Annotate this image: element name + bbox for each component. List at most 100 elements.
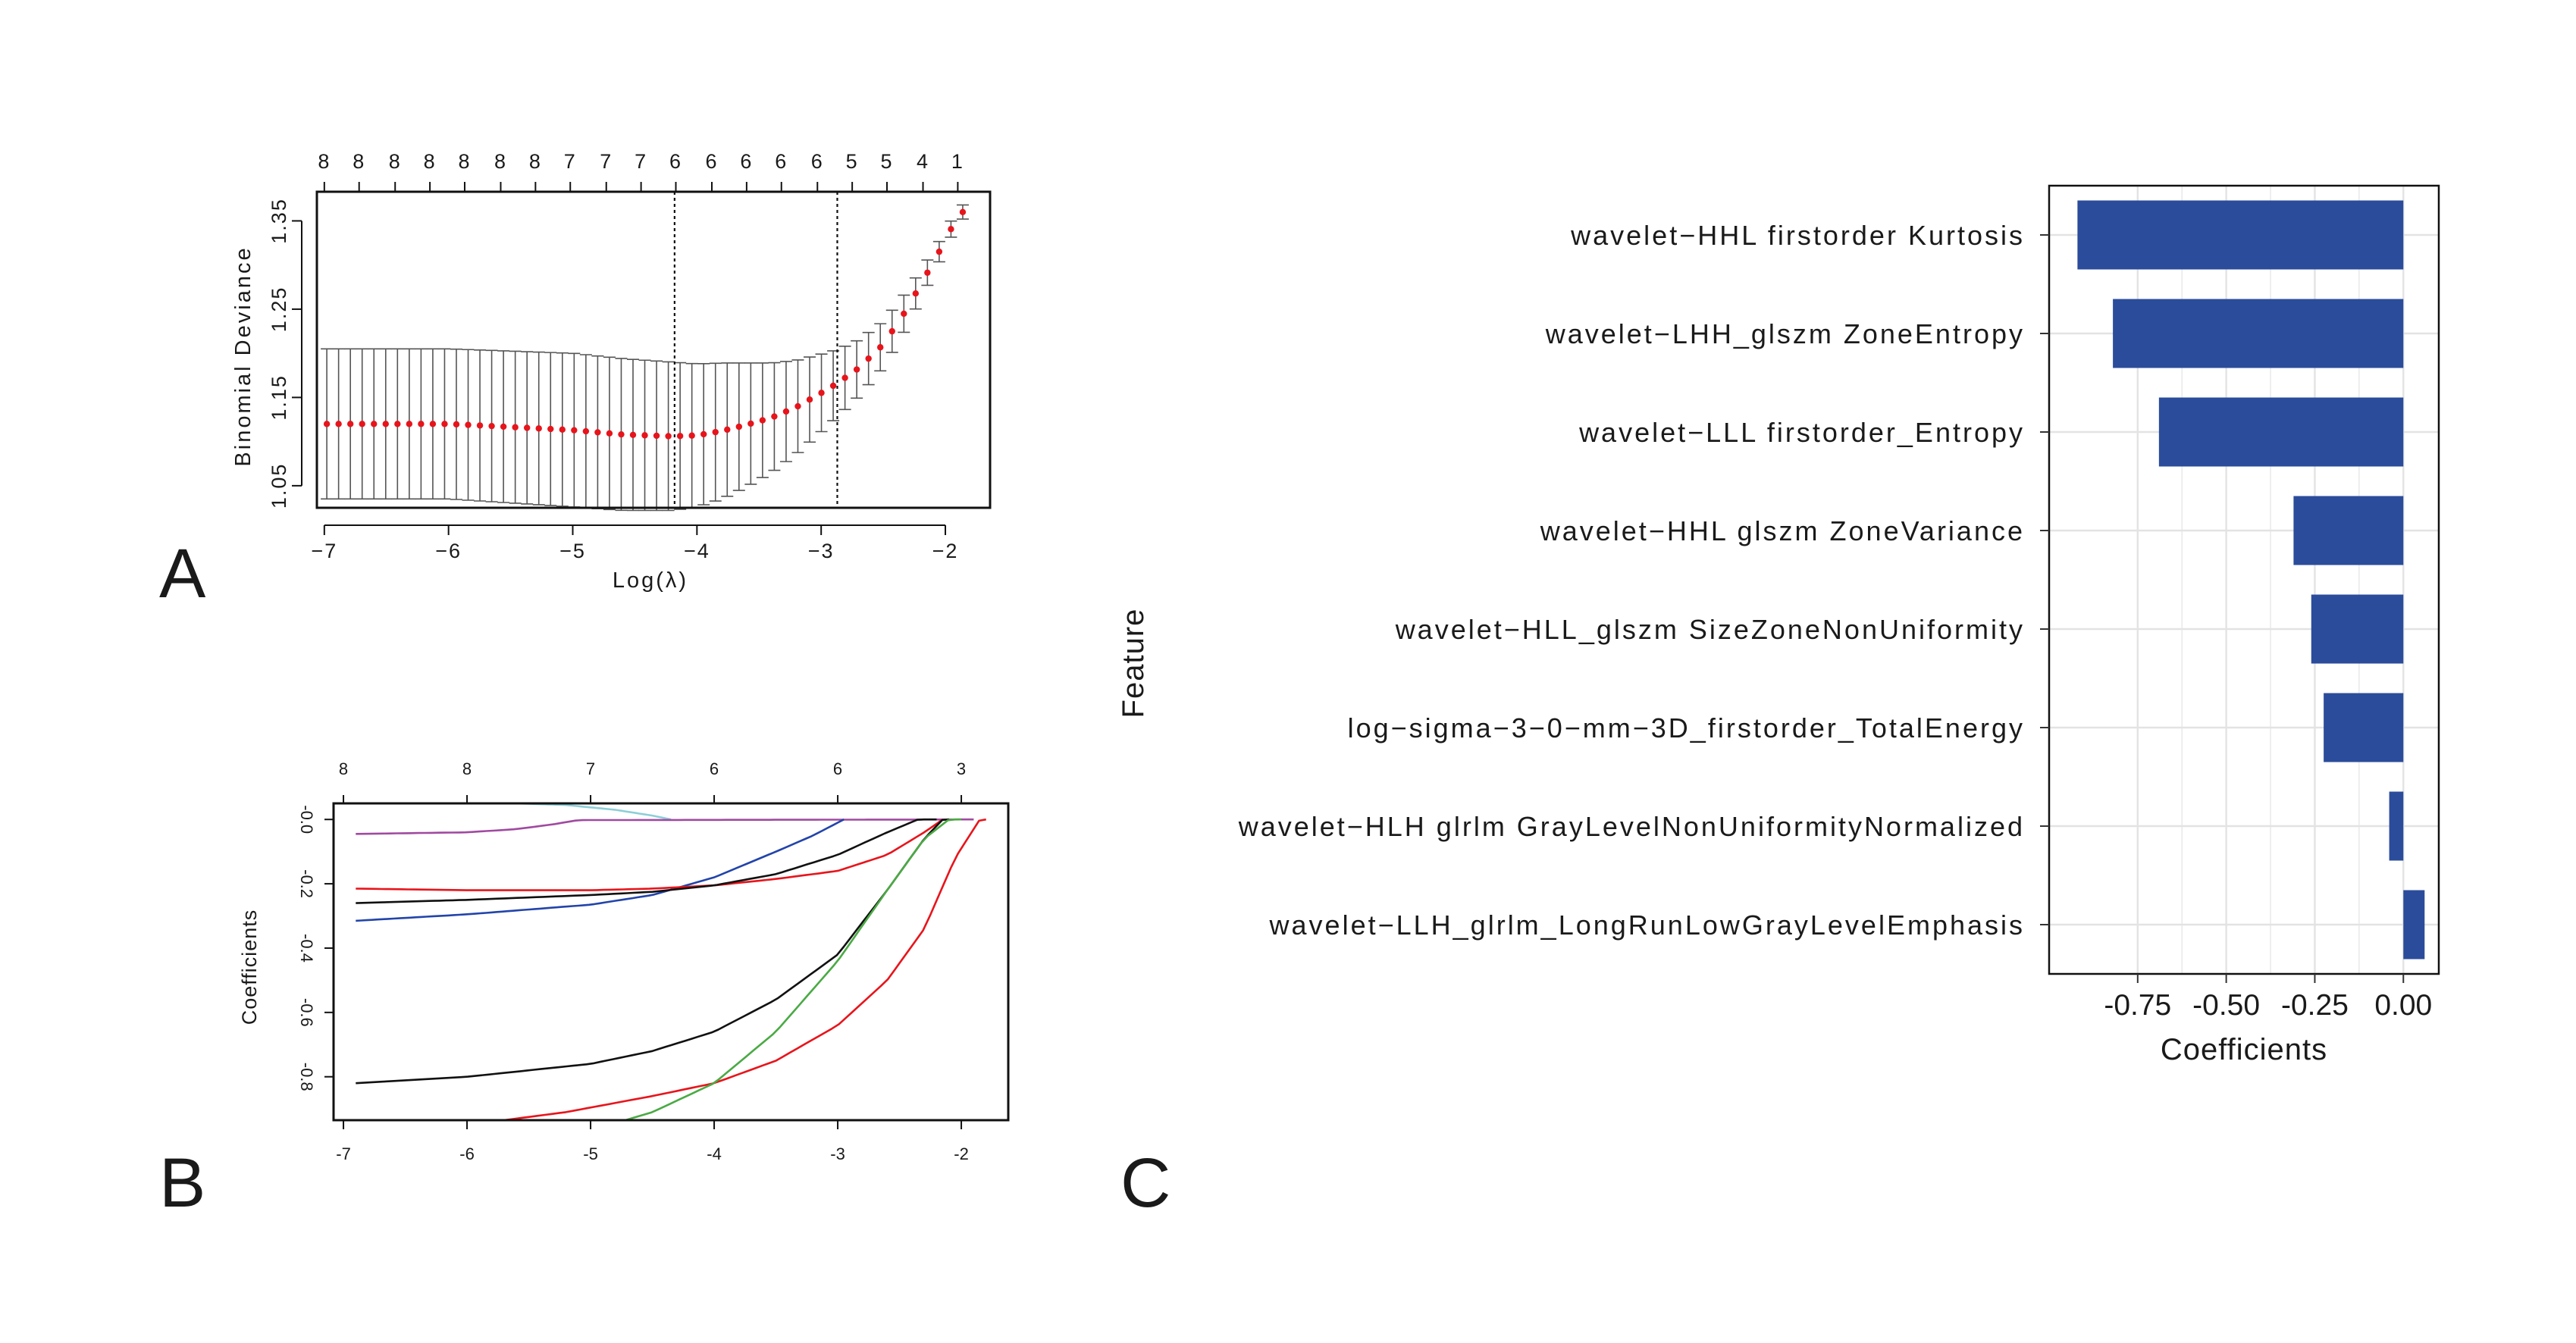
data-point bbox=[888, 327, 895, 335]
top-tick-label: 6 bbox=[775, 150, 788, 173]
data-point bbox=[629, 431, 637, 439]
data-point bbox=[641, 432, 648, 439]
data-point bbox=[912, 290, 920, 297]
panel-c-bars bbox=[2077, 200, 2425, 960]
bar bbox=[2158, 397, 2404, 467]
panel-c-plot-frame bbox=[2048, 184, 2440, 975]
top-tick-label: 8 bbox=[529, 150, 542, 173]
data-point bbox=[512, 424, 519, 430]
panel-c-x-axis: -0.75 -0.50 -0.25 0.00 bbox=[2104, 974, 2432, 1022]
panel-a-y-axis: 1.05 1.15 1.25 1.35 bbox=[268, 198, 302, 509]
data-point bbox=[418, 421, 425, 427]
top-tick-label: 5 bbox=[846, 150, 859, 173]
y-tick-label: -0.4 bbox=[297, 934, 316, 963]
top-tick-label: 8 bbox=[353, 150, 365, 173]
top-tick-label: 6 bbox=[669, 150, 682, 173]
coefficient-path-8 bbox=[622, 818, 962, 1120]
data-point bbox=[688, 432, 695, 439]
top-tick-label: 8 bbox=[494, 150, 507, 173]
data-point bbox=[323, 421, 331, 427]
panel-b-coefficient-paths bbox=[356, 803, 986, 1120]
data-point bbox=[406, 421, 413, 427]
top-tick-label: 7 bbox=[564, 150, 577, 173]
feature-label: log−sigma−3−0−mm−3D_firstorder_TotalEner… bbox=[1348, 712, 2025, 744]
data-point bbox=[901, 310, 907, 318]
top-tick-label: 8 bbox=[424, 150, 437, 173]
coefficient-path-3 bbox=[356, 819, 845, 922]
data-point bbox=[394, 421, 401, 427]
panel-b-top-axis: 8 8 7 6 6 3 bbox=[339, 759, 966, 803]
data-point bbox=[700, 430, 707, 438]
y-tick-label: 1.05 bbox=[268, 463, 290, 509]
x-tick-label: -5 bbox=[583, 1144, 598, 1163]
top-tick-label: 8 bbox=[458, 150, 471, 173]
x-tick-label: -3 bbox=[830, 1144, 845, 1163]
panel-b-x-axis: -7 -6 -5 -4 -3 -2 bbox=[336, 1120, 969, 1163]
panel-b-plot-frame bbox=[332, 802, 1010, 1122]
data-point bbox=[771, 413, 778, 420]
panel-b-y-axis: -0.0 -0.2 -0.4 -0.6 -0.8 bbox=[297, 805, 334, 1091]
bar bbox=[2311, 594, 2404, 664]
data-point bbox=[547, 425, 554, 433]
data-point bbox=[335, 421, 342, 427]
bar bbox=[2389, 791, 2404, 861]
data-point bbox=[465, 421, 472, 428]
feature-label: wavelet−LLL firstorder_Entropy bbox=[1578, 417, 2025, 448]
data-point bbox=[665, 433, 672, 440]
y-tick-label: -0.2 bbox=[297, 869, 316, 898]
data-point bbox=[371, 421, 378, 427]
bar bbox=[2113, 299, 2404, 368]
x-tick-label: -0.25 bbox=[2281, 989, 2349, 1022]
top-tick-label: 6 bbox=[811, 150, 824, 173]
data-point bbox=[735, 423, 743, 430]
data-point bbox=[676, 433, 684, 440]
data-point bbox=[759, 417, 766, 424]
panel-letter-b: B bbox=[159, 1144, 205, 1222]
feature-label: wavelet−HHL glszm ZoneVariance bbox=[1540, 515, 2025, 546]
data-point bbox=[453, 421, 460, 428]
data-point bbox=[829, 382, 837, 390]
feature-label: wavelet−LLH_glrlm_LongRunLowGrayLevelEmp… bbox=[1269, 909, 2025, 941]
data-point bbox=[606, 430, 613, 437]
data-point bbox=[653, 432, 660, 440]
data-point bbox=[794, 402, 801, 410]
data-point bbox=[359, 421, 365, 427]
data-point bbox=[865, 355, 872, 362]
data-point bbox=[476, 422, 484, 429]
data-point bbox=[924, 269, 931, 276]
data-point bbox=[429, 421, 437, 427]
coefficient-path-5 bbox=[356, 818, 937, 904]
data-point bbox=[559, 426, 566, 434]
feature-label: wavelet−HLH glrlm GrayLevelNonUniformity… bbox=[1238, 811, 2025, 842]
feature-label: wavelet−LHH_glszm ZoneEntropy bbox=[1545, 318, 2025, 349]
data-point bbox=[841, 374, 848, 381]
data-point bbox=[877, 344, 884, 351]
panel-a-y-axis-label: Binomial Deviance bbox=[231, 246, 255, 466]
data-point bbox=[724, 426, 731, 434]
data-point bbox=[571, 427, 578, 434]
coefficient-path-2 bbox=[356, 818, 974, 835]
y-tick-label: 1.15 bbox=[268, 374, 290, 421]
bar bbox=[2077, 200, 2404, 270]
panel-a-reference-lines bbox=[673, 192, 838, 508]
top-tick-label: 7 bbox=[635, 150, 647, 173]
top-tick-label: 6 bbox=[710, 759, 719, 778]
x-tick-label: −2 bbox=[932, 540, 959, 562]
top-tick-label: 4 bbox=[917, 150, 929, 173]
coefficient-path-6 bbox=[356, 818, 949, 1085]
y-tick-label: -0.8 bbox=[297, 1063, 316, 1091]
panel-a-points bbox=[323, 208, 967, 440]
panel-c-y-axis-label: Feature bbox=[1117, 609, 1150, 718]
data-point bbox=[853, 366, 860, 373]
data-point bbox=[382, 421, 389, 427]
data-point bbox=[535, 425, 542, 432]
panel-letter-a: A bbox=[159, 535, 206, 612]
data-point bbox=[488, 422, 495, 430]
feature-label: wavelet−HHL firstorder Kurtosis bbox=[1570, 220, 2025, 251]
top-tick-label: 8 bbox=[389, 150, 402, 173]
panel-b-coefficient-path-chart: -7 -6 -5 -4 -3 -2 -0.0 -0.2 -0.4 -0.6 -0.8 8 8 7 6 6 3… bbox=[238, 759, 1010, 1163]
x-tick-label: −5 bbox=[559, 540, 586, 562]
top-tick-label: 8 bbox=[339, 759, 348, 778]
top-tick-label: 5 bbox=[880, 150, 893, 173]
x-tick-label: −6 bbox=[435, 540, 462, 562]
